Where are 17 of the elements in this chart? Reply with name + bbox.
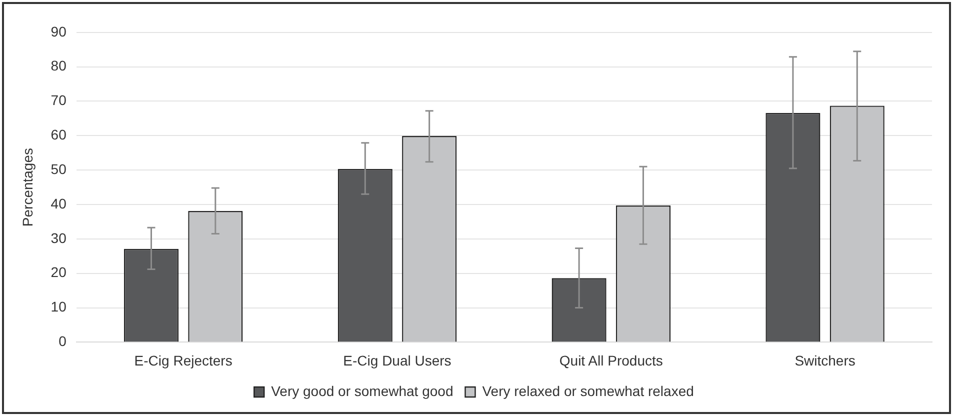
y-tick-label: 30 <box>50 230 67 246</box>
x-tick-label: Switchers <box>794 352 856 368</box>
y-tick-label: 20 <box>50 264 67 280</box>
y-tick-label: 40 <box>50 195 67 212</box>
y-tick-label: 80 <box>50 58 67 74</box>
x-tick-label: E-Cig Dual Users <box>343 352 452 368</box>
legend-label: Very good or somewhat good <box>271 382 454 399</box>
y-tick-label: 50 <box>50 160 67 177</box>
x-tick-label: E-Cig Rejecters <box>134 352 232 368</box>
y-axis-title: Percentages <box>19 148 36 227</box>
legend-label: Very relaxed or somewhat relaxed <box>482 382 694 399</box>
y-tick-label: 60 <box>50 126 67 143</box>
x-tick-label: Quit All Products <box>559 352 663 368</box>
y-tick-label: 90 <box>50 23 67 40</box>
y-tick-label: 70 <box>50 92 67 108</box>
y-tick-label: 10 <box>50 298 67 315</box>
y-tick-label: 0 <box>58 333 67 350</box>
